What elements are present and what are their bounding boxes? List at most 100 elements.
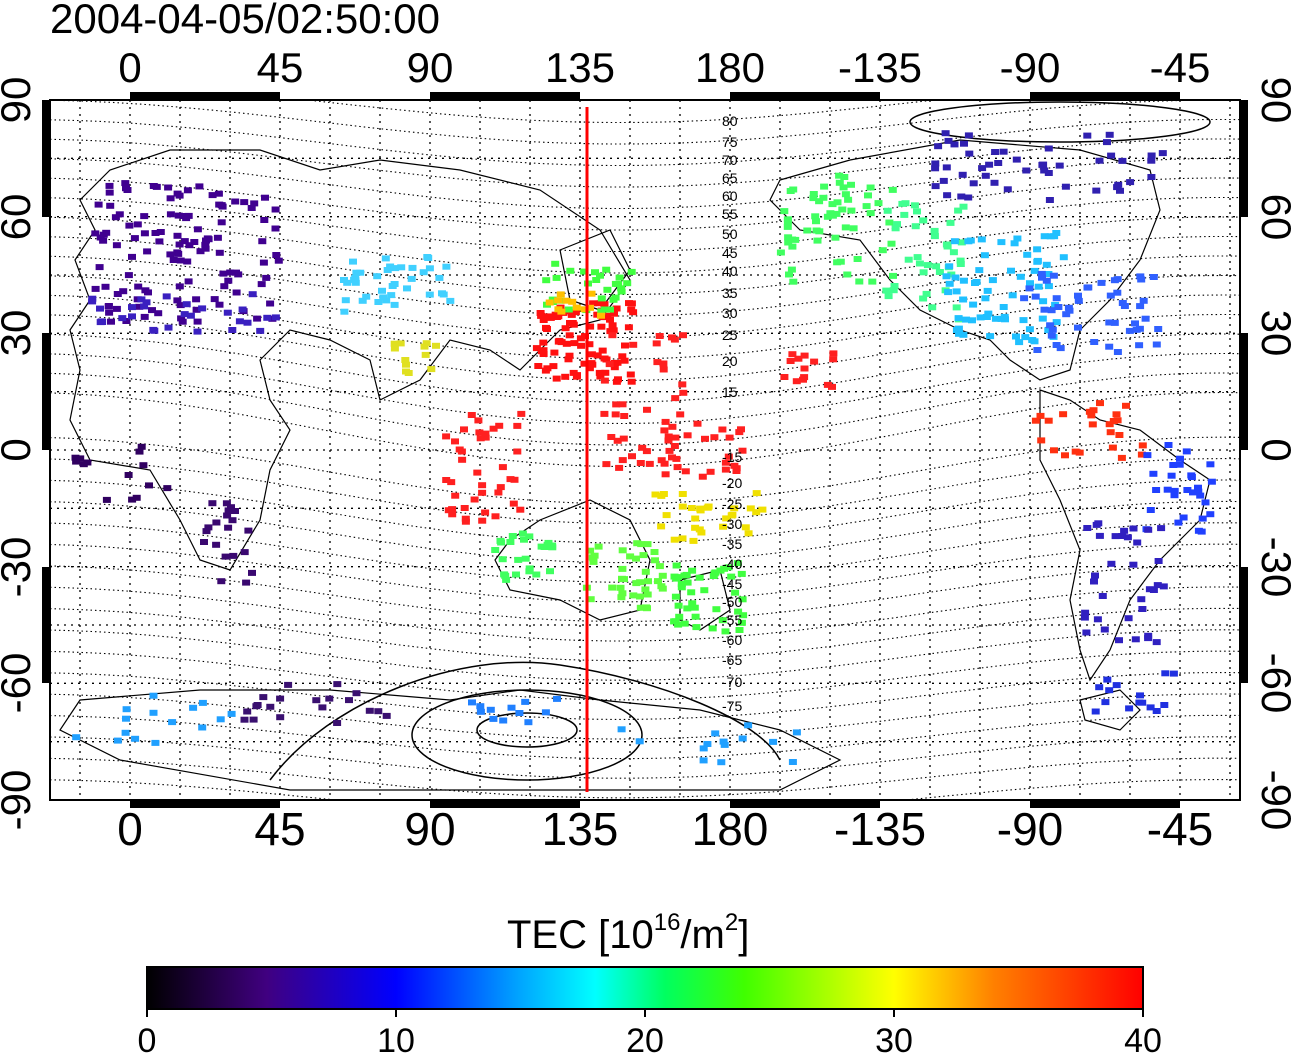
tec-cell bbox=[124, 472, 133, 478]
tec-cell bbox=[525, 568, 534, 575]
tec-cell bbox=[1033, 258, 1042, 265]
tec-cell bbox=[1149, 587, 1158, 593]
tec-cell bbox=[224, 524, 233, 531]
tec-cell bbox=[959, 277, 968, 284]
tec-cell bbox=[1015, 339, 1024, 346]
coastline bbox=[1039, 389, 1211, 682]
tec-cell bbox=[637, 541, 646, 548]
top-longitude-label: -90 bbox=[1000, 44, 1061, 91]
tec-cell bbox=[671, 395, 680, 402]
tec-cell bbox=[1106, 429, 1115, 436]
tec-cell bbox=[284, 681, 293, 688]
tec-cell bbox=[618, 457, 627, 464]
tec-cell bbox=[608, 332, 617, 339]
tec-cell bbox=[1152, 639, 1161, 646]
tec-cell bbox=[999, 304, 1008, 310]
contour-label: -45 bbox=[722, 576, 742, 592]
tec-cell bbox=[1143, 452, 1152, 459]
tec-cell bbox=[263, 314, 272, 321]
tec-cell bbox=[1031, 293, 1040, 300]
tec-cell bbox=[262, 274, 271, 281]
contour-label: 40 bbox=[722, 263, 738, 279]
tec-cell bbox=[1071, 448, 1080, 455]
tec-cell bbox=[378, 287, 386, 294]
tec-cell bbox=[562, 297, 571, 304]
tec-cell bbox=[468, 699, 476, 706]
tec-cell bbox=[382, 297, 391, 304]
tec-cell bbox=[678, 503, 687, 510]
tec-cell bbox=[841, 224, 850, 231]
tec-cell bbox=[610, 364, 619, 371]
tec-cell bbox=[183, 258, 192, 265]
tec-cell bbox=[901, 200, 910, 207]
tec-cell bbox=[97, 318, 106, 325]
tec-cell bbox=[949, 249, 958, 256]
tec-cell bbox=[964, 132, 973, 139]
tec-cell bbox=[128, 253, 136, 260]
tec-cell bbox=[587, 290, 596, 297]
tec-cell bbox=[271, 314, 280, 321]
contour-label: -30 bbox=[722, 516, 742, 532]
tec-cell bbox=[374, 708, 383, 715]
tec-cell bbox=[586, 323, 595, 330]
bottom-longitude-label: -45 bbox=[1147, 803, 1213, 855]
tec-cell bbox=[175, 283, 184, 290]
tec-cell bbox=[1113, 276, 1122, 283]
tec-cell bbox=[1023, 251, 1032, 258]
tec-cell bbox=[222, 500, 231, 507]
tec-cell bbox=[1126, 179, 1135, 186]
top-longitude-label: 0 bbox=[118, 44, 141, 91]
tec-cell bbox=[680, 620, 689, 627]
coastline bbox=[769, 139, 1161, 381]
tec-cell bbox=[956, 257, 965, 264]
tec-cell bbox=[201, 241, 210, 248]
contour-label: -75 bbox=[722, 698, 742, 714]
tec-cell bbox=[627, 268, 636, 275]
tec-cell bbox=[601, 369, 610, 376]
tec-cell bbox=[829, 356, 838, 363]
tec-cell bbox=[581, 333, 589, 340]
tec-cell bbox=[1046, 322, 1055, 329]
mag-contour bbox=[50, 138, 1240, 188]
tec-cell bbox=[402, 361, 410, 368]
tec-cell bbox=[815, 228, 824, 235]
tec-cell bbox=[1059, 411, 1068, 418]
tec-cell bbox=[678, 491, 687, 497]
tec-cell bbox=[261, 194, 269, 201]
tec-cell bbox=[189, 704, 198, 711]
tec-cell bbox=[425, 291, 434, 298]
tec-cell bbox=[730, 505, 739, 512]
tec-cell bbox=[470, 496, 479, 503]
tec-cell bbox=[629, 341, 638, 348]
tec-cell bbox=[128, 304, 136, 311]
tec-cell bbox=[693, 420, 702, 427]
left-tick-bar bbox=[42, 567, 50, 683]
tec-cell bbox=[1012, 156, 1021, 163]
tec-cell bbox=[643, 591, 652, 598]
tec-cell bbox=[1157, 525, 1166, 532]
tec-cell bbox=[1146, 704, 1155, 711]
tec-cell bbox=[627, 306, 636, 313]
tec-cell bbox=[794, 355, 803, 362]
tec-cell bbox=[812, 218, 820, 225]
tec-cell bbox=[1044, 327, 1053, 334]
tec-cell bbox=[617, 285, 626, 292]
tec-cell bbox=[1136, 303, 1145, 310]
tec-cell bbox=[155, 238, 164, 245]
bottom-tick-bar bbox=[130, 800, 280, 808]
tec-cell bbox=[597, 323, 606, 330]
tec-cell bbox=[1097, 279, 1106, 286]
tec-cell bbox=[698, 473, 707, 480]
tec-cell bbox=[497, 539, 506, 546]
tec-cell bbox=[1010, 240, 1019, 247]
tec-cell bbox=[1007, 267, 1015, 274]
mag-contour bbox=[50, 157, 1240, 210]
contour-label: 65 bbox=[722, 170, 738, 186]
tec-cell bbox=[621, 342, 629, 349]
tec-cell bbox=[1050, 447, 1058, 454]
tec-cell bbox=[735, 627, 744, 633]
tec-cell bbox=[148, 307, 156, 314]
tec-cell bbox=[1044, 283, 1053, 290]
top-longitude-label: -135 bbox=[838, 44, 922, 91]
tec-cell bbox=[695, 526, 704, 533]
